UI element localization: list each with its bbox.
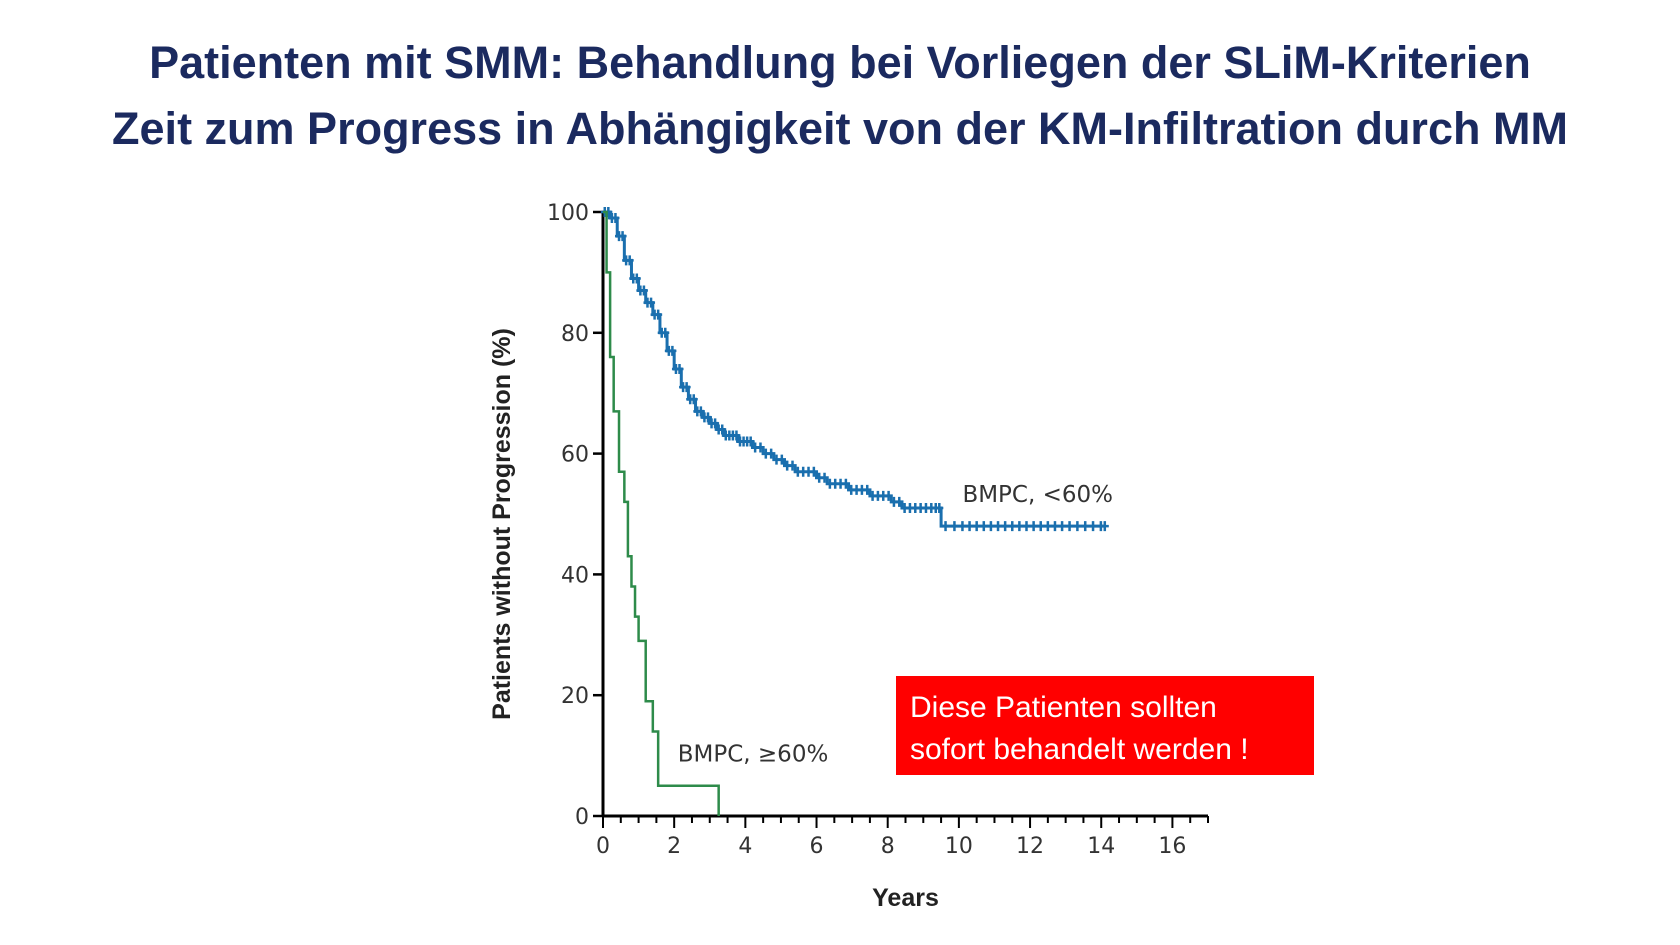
censor-mark — [654, 309, 663, 320]
censor-mark — [1015, 521, 1024, 532]
censor-mark — [884, 490, 893, 501]
treatment-callout: Diese Patienten sollten sofort behandelt… — [896, 676, 1314, 775]
censor-mark — [1065, 521, 1074, 532]
censor-mark — [1008, 521, 1017, 532]
x-tick-label: 8 — [881, 834, 895, 859]
censor-mark — [639, 285, 648, 296]
censor-mark — [979, 521, 988, 532]
censor-mark — [1081, 521, 1090, 532]
censor-mark — [965, 521, 974, 532]
slide-title-line2: Zeit zum Progress in Abhängigkeit von de… — [112, 103, 1568, 154]
censor-mark — [820, 472, 829, 483]
labels-layer: BMPC, <60% BMPC, ≥60% — [678, 482, 1113, 768]
censor-mark — [756, 442, 765, 453]
slide-title-line1: Patienten mit SMM: Behandlung bei Vorlie… — [149, 37, 1531, 88]
censor-mark — [711, 418, 720, 429]
y-axis-title: Patients without Progression (%) — [488, 328, 516, 720]
x-tick-label: 14 — [1087, 834, 1115, 859]
censor-mark — [1058, 521, 1067, 532]
censor-mark — [675, 364, 684, 375]
censor-mark — [958, 521, 967, 532]
censor-mark — [767, 448, 776, 459]
censor-mark — [1022, 521, 1031, 532]
censor-mark — [1073, 521, 1082, 532]
censor-mark — [703, 412, 712, 423]
y-tick-label: 20 — [561, 684, 589, 709]
series-line-1 — [603, 210, 720, 816]
x-axis-title: Years — [872, 884, 939, 912]
series-layer — [600, 207, 1109, 816]
censor-mark — [1050, 521, 1059, 532]
y-tick-label: 80 — [561, 322, 589, 347]
censor-mark — [863, 484, 872, 495]
censor-mark — [895, 496, 904, 507]
y-tick-label: 60 — [561, 443, 589, 468]
censor-mark — [647, 297, 656, 308]
x-tick-label: 2 — [667, 834, 681, 859]
censor-mark — [972, 521, 981, 532]
callout-line2: sofort behandelt werden ! — [910, 733, 1249, 766]
x-tick-label: 10 — [945, 834, 973, 859]
censor-mark — [777, 454, 786, 465]
censor-mark — [935, 502, 944, 513]
censor-mark — [689, 394, 698, 405]
x-tick-label: 4 — [738, 834, 752, 859]
censor-mark — [682, 382, 691, 393]
censor-mark — [611, 213, 620, 224]
series-label-0: BMPC, <60% — [962, 482, 1113, 508]
censor-mark — [718, 424, 727, 435]
x-tick-label: 16 — [1158, 834, 1186, 859]
censor-mark — [1036, 521, 1045, 532]
censor-mark — [809, 466, 818, 477]
censor-mark — [841, 478, 850, 489]
censor-mark — [788, 460, 797, 471]
x-tick-label: 6 — [810, 834, 824, 859]
censor-mark — [661, 327, 670, 338]
censor-mark — [1029, 521, 1038, 532]
y-tick-label: 40 — [561, 563, 589, 588]
censor-mark — [696, 406, 705, 417]
censor-mark — [1001, 521, 1010, 532]
censor-mark — [632, 273, 641, 284]
censor-mark — [618, 231, 627, 242]
x-tick-label: 0 — [596, 834, 610, 859]
censor-mark — [950, 521, 959, 532]
censor-mark — [668, 345, 677, 356]
censor-mark — [732, 430, 741, 441]
y-tick-label: 100 — [547, 201, 589, 226]
censor-mark — [994, 521, 1003, 532]
censor-mark — [746, 436, 755, 447]
x-tick-label: 12 — [1016, 834, 1044, 859]
censor-mark — [1100, 521, 1109, 532]
censor-mark — [1043, 521, 1052, 532]
y-tick-label: 0 — [575, 805, 589, 830]
censor-mark — [625, 255, 634, 266]
chart-ticks: 0 20 40 60 80 100 0 2 4 6 8 10 12 14 16 — [547, 201, 1209, 859]
censor-mark — [941, 521, 950, 532]
series-label-1: BMPC, ≥60% — [678, 742, 829, 768]
censor-mark — [1089, 521, 1098, 532]
callout-line1: Diese Patienten sollten — [910, 691, 1217, 724]
censor-mark — [986, 521, 995, 532]
